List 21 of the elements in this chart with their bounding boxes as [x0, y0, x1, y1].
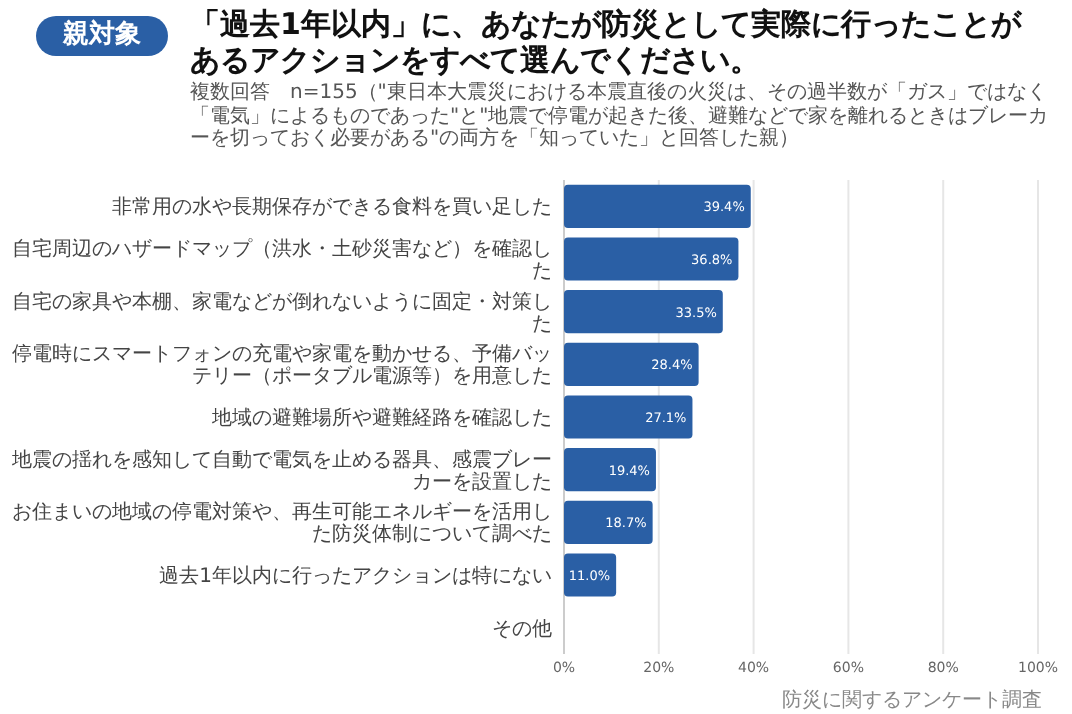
text: 防災に関するアンケート調査	[782, 688, 1042, 712]
y-tick-label: 過去1年以内に行ったアクションは特にない	[159, 564, 552, 588]
bar	[564, 500, 653, 544]
y-tick-label: 非常用の水や長期保存ができる食料を買い足した	[112, 195, 552, 220]
bar	[564, 342, 699, 386]
y-tick-label: 停電時にスマートフォンの充電や家電を動かせる、予備バッテリー（ポータブル電源等）を用意した	[12, 342, 552, 389]
y-tick-label: 自宅の家具や本棚、家電などが倒れないように固定・対策した	[12, 289, 552, 336]
text: 親対象	[36, 16, 168, 56]
bar	[564, 184, 751, 228]
bar	[564, 553, 617, 597]
y-tick-label: 地域の避難場所や避難経路を確認した	[210, 406, 552, 430]
y-tick-label: 地震の揺れを感知して自動で電気を止める器具、感震ブレーカーを設置した	[10, 447, 552, 494]
y-tick-label: 自宅周辺のハザードマップ（洪水・土砂災害など）を確認した	[12, 237, 552, 283]
chart-title: 「過去1年以内」に、あなたが防災として実際に行ったことがあるアクションをすべて選んでください。	[190, 6, 1024, 78]
bar	[564, 395, 693, 439]
y-tick-label: お住まいの地域の停電対策や、再生可能エネルギーを活用した防災体制について調べた	[12, 500, 552, 547]
y-tick-label: その他	[492, 616, 552, 641]
bar	[564, 290, 723, 334]
chart-subtitle: 複数回答 n=155（"東日本大震災における本震直後の火災は、その過半数が「ガス」ではなく「電気」によるものであった"と"地震で停電が起きた後、避難などで家を離れるときはブレーカーを切っておく必要がある"の両方を「知っていた」と回答した親）	[190, 82, 1051, 151]
bar	[564, 448, 656, 492]
bar	[564, 237, 739, 281]
